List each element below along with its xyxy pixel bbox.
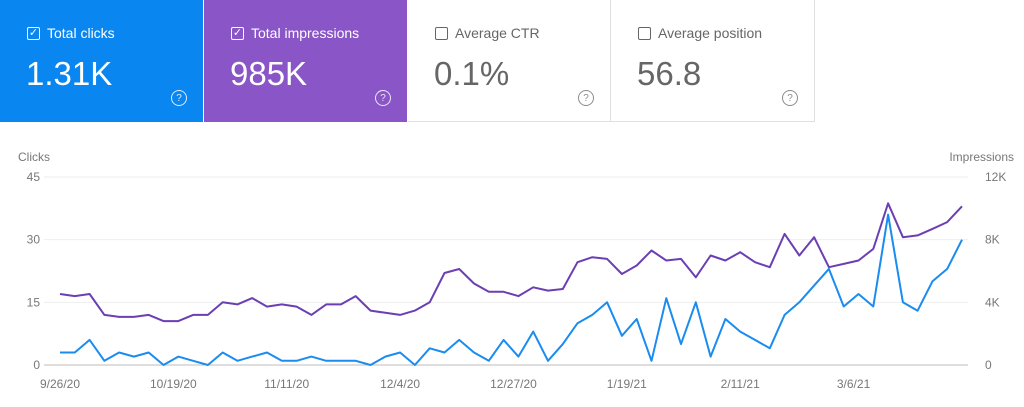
y-left-tick-label: 0 [33, 358, 40, 372]
help-icon[interactable]: ? [578, 90, 594, 106]
clicks-line [60, 213, 963, 366]
card-average-ctr[interactable]: Average CTR 0.1% ? [408, 0, 611, 122]
card-value: 1.31K [26, 55, 113, 92]
checkbox-checked-icon[interactable]: ✓ [27, 26, 40, 40]
checkbox-unchecked-icon[interactable] [435, 26, 448, 40]
x-tick-label: 2/11/21 [721, 377, 760, 391]
help-icon[interactable]: ? [782, 90, 798, 106]
y-left-tick-label: 30 [27, 233, 41, 247]
x-tick-label: 10/19/20 [150, 377, 197, 391]
card-label: Average CTR [435, 25, 540, 41]
checkbox-unchecked-icon[interactable] [638, 26, 651, 40]
y-right-tick-label: 12K [985, 170, 1006, 184]
card-label: Average position [638, 25, 762, 41]
x-tick-label: 12/27/20 [490, 377, 537, 391]
card-title: Total clicks [47, 25, 115, 41]
impressions-line [59, 202, 963, 323]
y-left-axis-title: Clicks [18, 150, 50, 164]
card-title: Average CTR [455, 25, 540, 41]
x-tick-label: 12/4/20 [380, 377, 420, 391]
checkbox-checked-icon[interactable]: ✓ [231, 26, 244, 40]
card-value: 985K [230, 55, 308, 92]
card-total-impressions[interactable]: ✓ Total impressions 985K ? [204, 0, 407, 122]
x-tick-label: 3/6/21 [837, 377, 871, 391]
y-right-tick-label: 4K [985, 295, 1000, 309]
help-icon[interactable]: ? [171, 90, 187, 106]
card-title: Total impressions [251, 25, 360, 41]
y-left-tick-label: 15 [27, 295, 41, 309]
y-left-tick-label: 45 [27, 170, 41, 184]
x-tick-label: 11/11/20 [264, 377, 309, 391]
card-label: ✓ Total clicks [27, 25, 115, 41]
card-value: 56.8 [637, 55, 702, 92]
card-label: ✓ Total impressions [231, 25, 359, 41]
x-tick-label: 1/19/21 [607, 377, 647, 391]
y-right-tick-label: 8K [985, 233, 1000, 247]
x-tick-label: 9/26/20 [40, 377, 80, 391]
card-total-clicks[interactable]: ✓ Total clicks 1.31K ? [0, 0, 203, 122]
help-icon[interactable]: ? [375, 90, 391, 106]
y-right-axis-title: Impressions [949, 150, 1014, 164]
card-value: 0.1% [434, 55, 510, 92]
card-title: Average position [658, 25, 763, 41]
card-average-position[interactable]: Average position 56.8 ? [611, 0, 815, 122]
y-right-tick-label: 0 [985, 358, 992, 372]
